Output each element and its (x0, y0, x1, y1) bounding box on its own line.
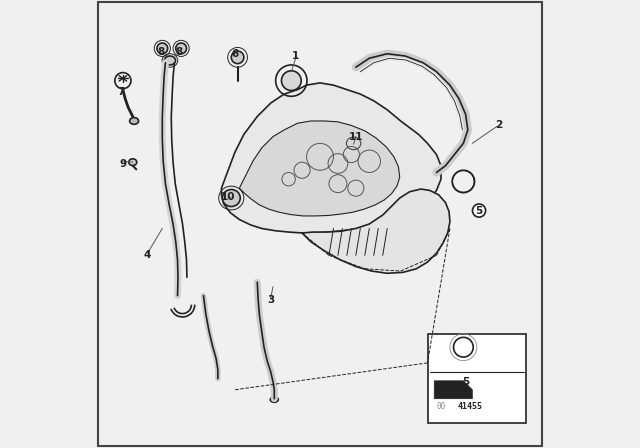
Text: 9: 9 (119, 159, 127, 168)
Ellipse shape (130, 118, 139, 125)
Text: 7: 7 (117, 87, 124, 97)
Text: 00: 00 (436, 402, 445, 411)
Polygon shape (435, 381, 472, 399)
Polygon shape (302, 189, 450, 273)
Circle shape (231, 51, 244, 64)
FancyBboxPatch shape (428, 334, 526, 423)
Ellipse shape (222, 190, 240, 207)
Text: 41455: 41455 (458, 402, 483, 411)
Text: 5: 5 (462, 377, 469, 387)
Polygon shape (239, 121, 400, 216)
Polygon shape (221, 83, 441, 233)
Ellipse shape (164, 56, 175, 65)
Text: 10: 10 (221, 192, 236, 202)
Text: 3: 3 (267, 295, 275, 305)
Circle shape (282, 71, 301, 90)
Ellipse shape (129, 159, 137, 166)
Ellipse shape (270, 397, 278, 402)
Text: 6: 6 (231, 49, 239, 59)
Text: 1: 1 (292, 51, 299, 61)
Text: 8: 8 (175, 47, 182, 56)
Text: 11: 11 (349, 132, 363, 142)
Text: 4: 4 (144, 250, 151, 260)
Text: 2: 2 (495, 121, 503, 130)
Circle shape (157, 43, 168, 54)
Text: 8: 8 (157, 47, 164, 56)
Circle shape (176, 43, 186, 54)
Text: 5: 5 (476, 206, 483, 215)
